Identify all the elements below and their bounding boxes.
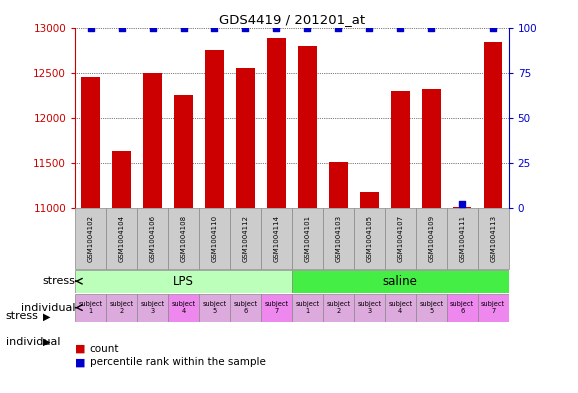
Text: stress: stress [6, 311, 39, 321]
Point [303, 24, 312, 31]
Text: percentile rank within the sample: percentile rank within the sample [90, 358, 265, 367]
Bar [168, 294, 199, 322]
Text: GSM1004106: GSM1004106 [150, 215, 155, 262]
Title: GDS4419 / 201201_at: GDS4419 / 201201_at [219, 13, 365, 26]
Text: subject
5: subject 5 [202, 301, 227, 314]
Text: GSM1004101: GSM1004101 [305, 215, 310, 262]
Bar [137, 294, 168, 322]
Bar [360, 192, 379, 208]
Bar [292, 208, 323, 269]
Bar [385, 294, 416, 322]
Text: subject
4: subject 4 [388, 301, 412, 314]
Point [458, 201, 467, 207]
Text: subject
3: subject 3 [357, 301, 381, 314]
Point [365, 24, 374, 31]
Text: ▶: ▶ [43, 337, 51, 347]
Bar [477, 294, 509, 322]
Bar [477, 208, 509, 269]
Bar [447, 208, 477, 269]
Text: saline: saline [383, 275, 418, 288]
Bar [75, 270, 292, 292]
Text: GSM1004108: GSM1004108 [180, 215, 187, 262]
Bar [292, 270, 509, 292]
Bar [106, 294, 137, 322]
Bar [75, 294, 106, 322]
Text: ■: ■ [75, 358, 86, 367]
Text: stress: stress [42, 276, 75, 286]
Text: GSM1004107: GSM1004107 [397, 215, 403, 262]
Bar [168, 208, 199, 269]
Text: subject
2: subject 2 [109, 301, 134, 314]
Bar [484, 42, 502, 208]
Bar [422, 89, 440, 208]
Bar [329, 162, 347, 208]
Text: subject
3: subject 3 [140, 301, 165, 314]
Point [395, 24, 405, 31]
Point [488, 24, 498, 31]
Text: subject
6: subject 6 [234, 301, 258, 314]
Bar [416, 294, 447, 322]
Text: individual: individual [21, 303, 75, 313]
Bar [230, 294, 261, 322]
Bar [385, 208, 416, 269]
Text: GSM1004112: GSM1004112 [242, 215, 249, 262]
Point [241, 24, 250, 31]
Point [427, 24, 436, 31]
Bar [416, 208, 447, 269]
Text: GSM1004110: GSM1004110 [212, 215, 217, 262]
Bar [261, 208, 292, 269]
Bar [354, 294, 385, 322]
Bar [75, 208, 106, 269]
Bar [205, 50, 224, 208]
Bar [323, 208, 354, 269]
Bar [174, 95, 193, 208]
Bar [137, 208, 168, 269]
Bar [292, 294, 323, 322]
Text: subject
2: subject 2 [326, 301, 350, 314]
Bar [323, 294, 354, 322]
Point [148, 24, 157, 31]
Text: GSM1004113: GSM1004113 [490, 215, 496, 262]
Text: GSM1004103: GSM1004103 [335, 215, 342, 262]
Bar [143, 73, 162, 208]
Text: subject
4: subject 4 [172, 301, 195, 314]
Text: GSM1004102: GSM1004102 [88, 215, 94, 262]
Text: subject
1: subject 1 [295, 301, 320, 314]
Bar [112, 151, 131, 208]
Point [117, 24, 126, 31]
Text: GSM1004109: GSM1004109 [428, 215, 434, 262]
Bar [199, 294, 230, 322]
Text: subject
1: subject 1 [79, 301, 103, 314]
Bar [354, 208, 385, 269]
Text: LPS: LPS [173, 275, 194, 288]
Bar [230, 208, 261, 269]
Bar [236, 68, 255, 208]
Point [272, 24, 281, 31]
Bar [391, 92, 410, 208]
Bar [261, 294, 292, 322]
Bar [81, 77, 100, 208]
Point [179, 24, 188, 31]
Point [210, 24, 219, 31]
Bar [453, 207, 472, 208]
Text: subject
6: subject 6 [450, 301, 475, 314]
Bar [267, 38, 286, 208]
Text: subject
7: subject 7 [264, 301, 288, 314]
Text: ▶: ▶ [43, 311, 51, 321]
Text: GSM1004111: GSM1004111 [459, 215, 465, 262]
Point [86, 24, 95, 31]
Text: GSM1004114: GSM1004114 [273, 215, 279, 262]
Bar [199, 208, 230, 269]
Text: individual: individual [6, 337, 60, 347]
Text: subject
5: subject 5 [419, 301, 443, 314]
Text: GSM1004105: GSM1004105 [366, 215, 372, 262]
Text: count: count [90, 344, 119, 354]
Bar [447, 294, 477, 322]
Point [334, 24, 343, 31]
Text: subject
7: subject 7 [481, 301, 505, 314]
Bar [106, 208, 137, 269]
Text: GSM1004104: GSM1004104 [118, 215, 125, 262]
Text: ■: ■ [75, 344, 86, 354]
Bar [298, 46, 317, 208]
